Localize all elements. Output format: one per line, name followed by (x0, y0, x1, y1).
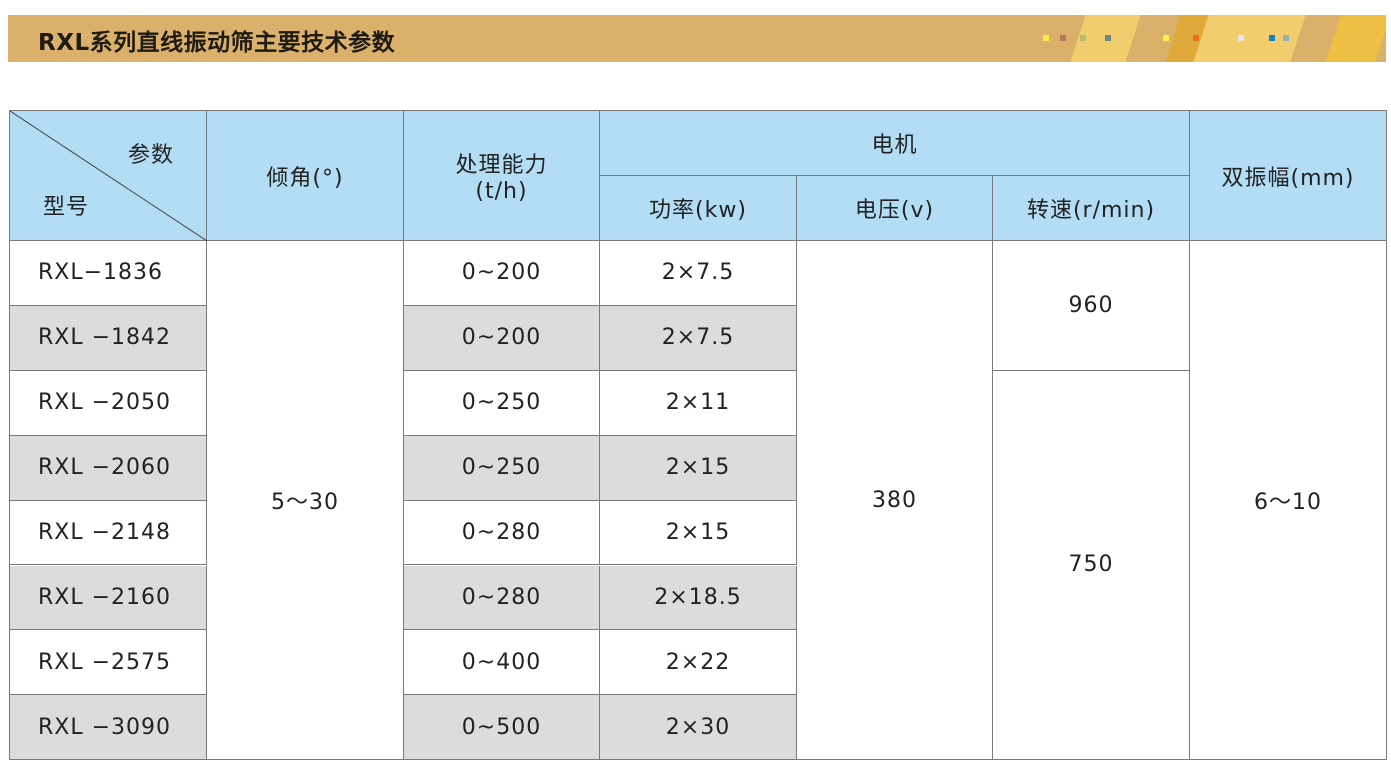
model-cell: RXL −2160 (10, 565, 207, 631)
header-param: 参数 (127, 143, 174, 168)
model-cell: RXL −1842 (10, 305, 207, 371)
power-cell: 2×15 (600, 500, 797, 566)
header-corner-cell: 参数型号 (10, 111, 207, 241)
header-speed: 转速(r/min) (993, 176, 1190, 241)
header-capacity-unit: (t/h) (475, 179, 528, 204)
header-angle: 倾角(°) (207, 111, 404, 241)
title-banner: RXL系列直线振动筛主要技术参数 (8, 15, 1386, 62)
header-motor: 电机 (600, 111, 1190, 176)
decor-square (1043, 35, 1049, 41)
power-cell: 2×18.5 (600, 565, 797, 631)
decor-square (1238, 35, 1244, 41)
decor-square (1080, 35, 1086, 41)
decor-square (1283, 35, 1289, 41)
decor-square (1163, 35, 1169, 41)
header-capacity-label: 处理能力 (455, 153, 548, 178)
model-cell: RXL −2575 (10, 630, 207, 696)
voltage-merged-cell: 380 (797, 241, 993, 761)
decor-square (1105, 35, 1111, 41)
capacity-cell: 0~200 (404, 305, 600, 371)
header-capacity: 处理能力 (t/h) (404, 111, 600, 241)
capacity-cell: 0~200 (404, 241, 600, 306)
power-cell: 2×7.5 (600, 241, 797, 306)
power-cell: 2×11 (600, 370, 797, 436)
header-amplitude: 双振幅(mm) (1190, 111, 1387, 241)
model-cell: RXL −2060 (10, 435, 207, 501)
amplitude-merged-cell: 6～10 (1190, 241, 1387, 761)
diagonal-divider (10, 111, 207, 241)
model-cell: RXL−1836 (10, 241, 207, 306)
power-cell: 2×15 (600, 435, 797, 501)
model-cell: RXL −2050 (10, 370, 207, 436)
power-cell: 2×22 (600, 630, 797, 696)
capacity-cell: 0~250 (404, 370, 600, 436)
capacity-cell: 0~280 (404, 565, 600, 631)
header-power: 功率(kw) (600, 176, 797, 241)
speed-cell-750: 750 (993, 370, 1190, 761)
spec-table: 参数 型号 倾角(°) 处理能力 (t/h) 电机 功率(kw) 电压(v) 转速(r/min)… (9, 110, 1387, 761)
header-voltage: 电压(v) (797, 176, 993, 241)
page-title: RXL系列直线振动筛主要技术参数 (38, 30, 396, 56)
power-cell: 2×7.5 (600, 305, 797, 371)
decor-stripe (1325, 15, 1386, 62)
capacity-cell: 0~250 (404, 435, 600, 501)
angle-merged-cell: 5～30 (207, 241, 404, 761)
capacity-cell: 0~400 (404, 630, 600, 696)
capacity-cell: 0~280 (404, 500, 600, 566)
speed-cell-960: 960 (993, 241, 1190, 371)
decor-square (1060, 35, 1066, 41)
capacity-cell: 0~500 (404, 695, 600, 761)
decor-square (1269, 35, 1275, 41)
power-cell: 2×30 (600, 695, 797, 761)
header-model: 型号 (43, 195, 90, 220)
model-cell: RXL −3090 (10, 695, 207, 761)
model-cell: RXL −2148 (10, 500, 207, 566)
decor-square (1193, 35, 1199, 41)
